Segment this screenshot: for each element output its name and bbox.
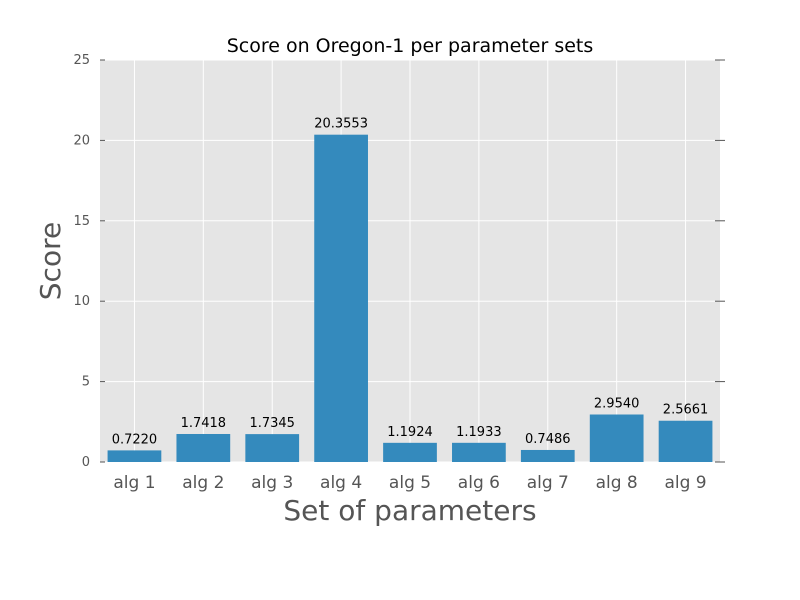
bar xyxy=(589,414,644,462)
bar xyxy=(452,442,506,462)
y-tick-label: 0 xyxy=(82,455,90,470)
x-axis-label: Set of parameters xyxy=(283,494,536,527)
bar-value-label: 0.7486 xyxy=(525,432,571,447)
y-tick-label: 10 xyxy=(73,294,90,309)
bar xyxy=(658,420,713,462)
y-axis-label: Score xyxy=(34,222,67,300)
x-tick-label: alg 1 xyxy=(113,473,155,493)
bar xyxy=(314,134,368,463)
x-tick-label: alg 2 xyxy=(182,473,224,493)
y-tick-label: 20 xyxy=(73,133,90,148)
x-tick-label: alg 3 xyxy=(251,473,293,493)
bar xyxy=(383,442,437,462)
bar-value-label: 2.9540 xyxy=(594,396,640,411)
bar-value-label: 1.7418 xyxy=(181,416,227,431)
ticks: 0 5 10 15 20 25 alg 1 alg 2 alg 3 alg 4 alg 5 alg 6… xyxy=(73,53,725,493)
bar xyxy=(107,450,162,462)
bar xyxy=(520,449,575,462)
x-tick-label: alg 9 xyxy=(664,473,706,493)
x-tick-label: alg 6 xyxy=(458,473,500,493)
bar-value-label: 20.3553 xyxy=(314,117,368,132)
bar-value-label: 2.5661 xyxy=(663,403,709,418)
x-tick-label: alg 8 xyxy=(596,473,638,493)
y-tick-label: 25 xyxy=(73,53,90,68)
chart-title: Score on Oregon-1 per parameter sets xyxy=(227,35,594,57)
bar-value-label: 1.7345 xyxy=(249,416,295,431)
y-tick-label: 5 xyxy=(82,375,90,390)
bar-value-label: 1.1933 xyxy=(456,425,502,440)
x-tick-label: alg 4 xyxy=(320,473,362,493)
data-labels: 0.7220 1.7418 1.7345 20.3553 1.1924 1.1933 0.7… xyxy=(112,117,709,448)
bar-value-label: 0.7220 xyxy=(112,432,158,447)
bar xyxy=(245,434,300,462)
bars xyxy=(107,134,713,463)
y-tick-label: 15 xyxy=(73,214,90,229)
bar xyxy=(176,433,231,462)
x-tick-label: alg 5 xyxy=(389,473,431,493)
x-tick-label: alg 7 xyxy=(527,473,569,493)
bar-value-label: 1.1924 xyxy=(387,425,433,440)
